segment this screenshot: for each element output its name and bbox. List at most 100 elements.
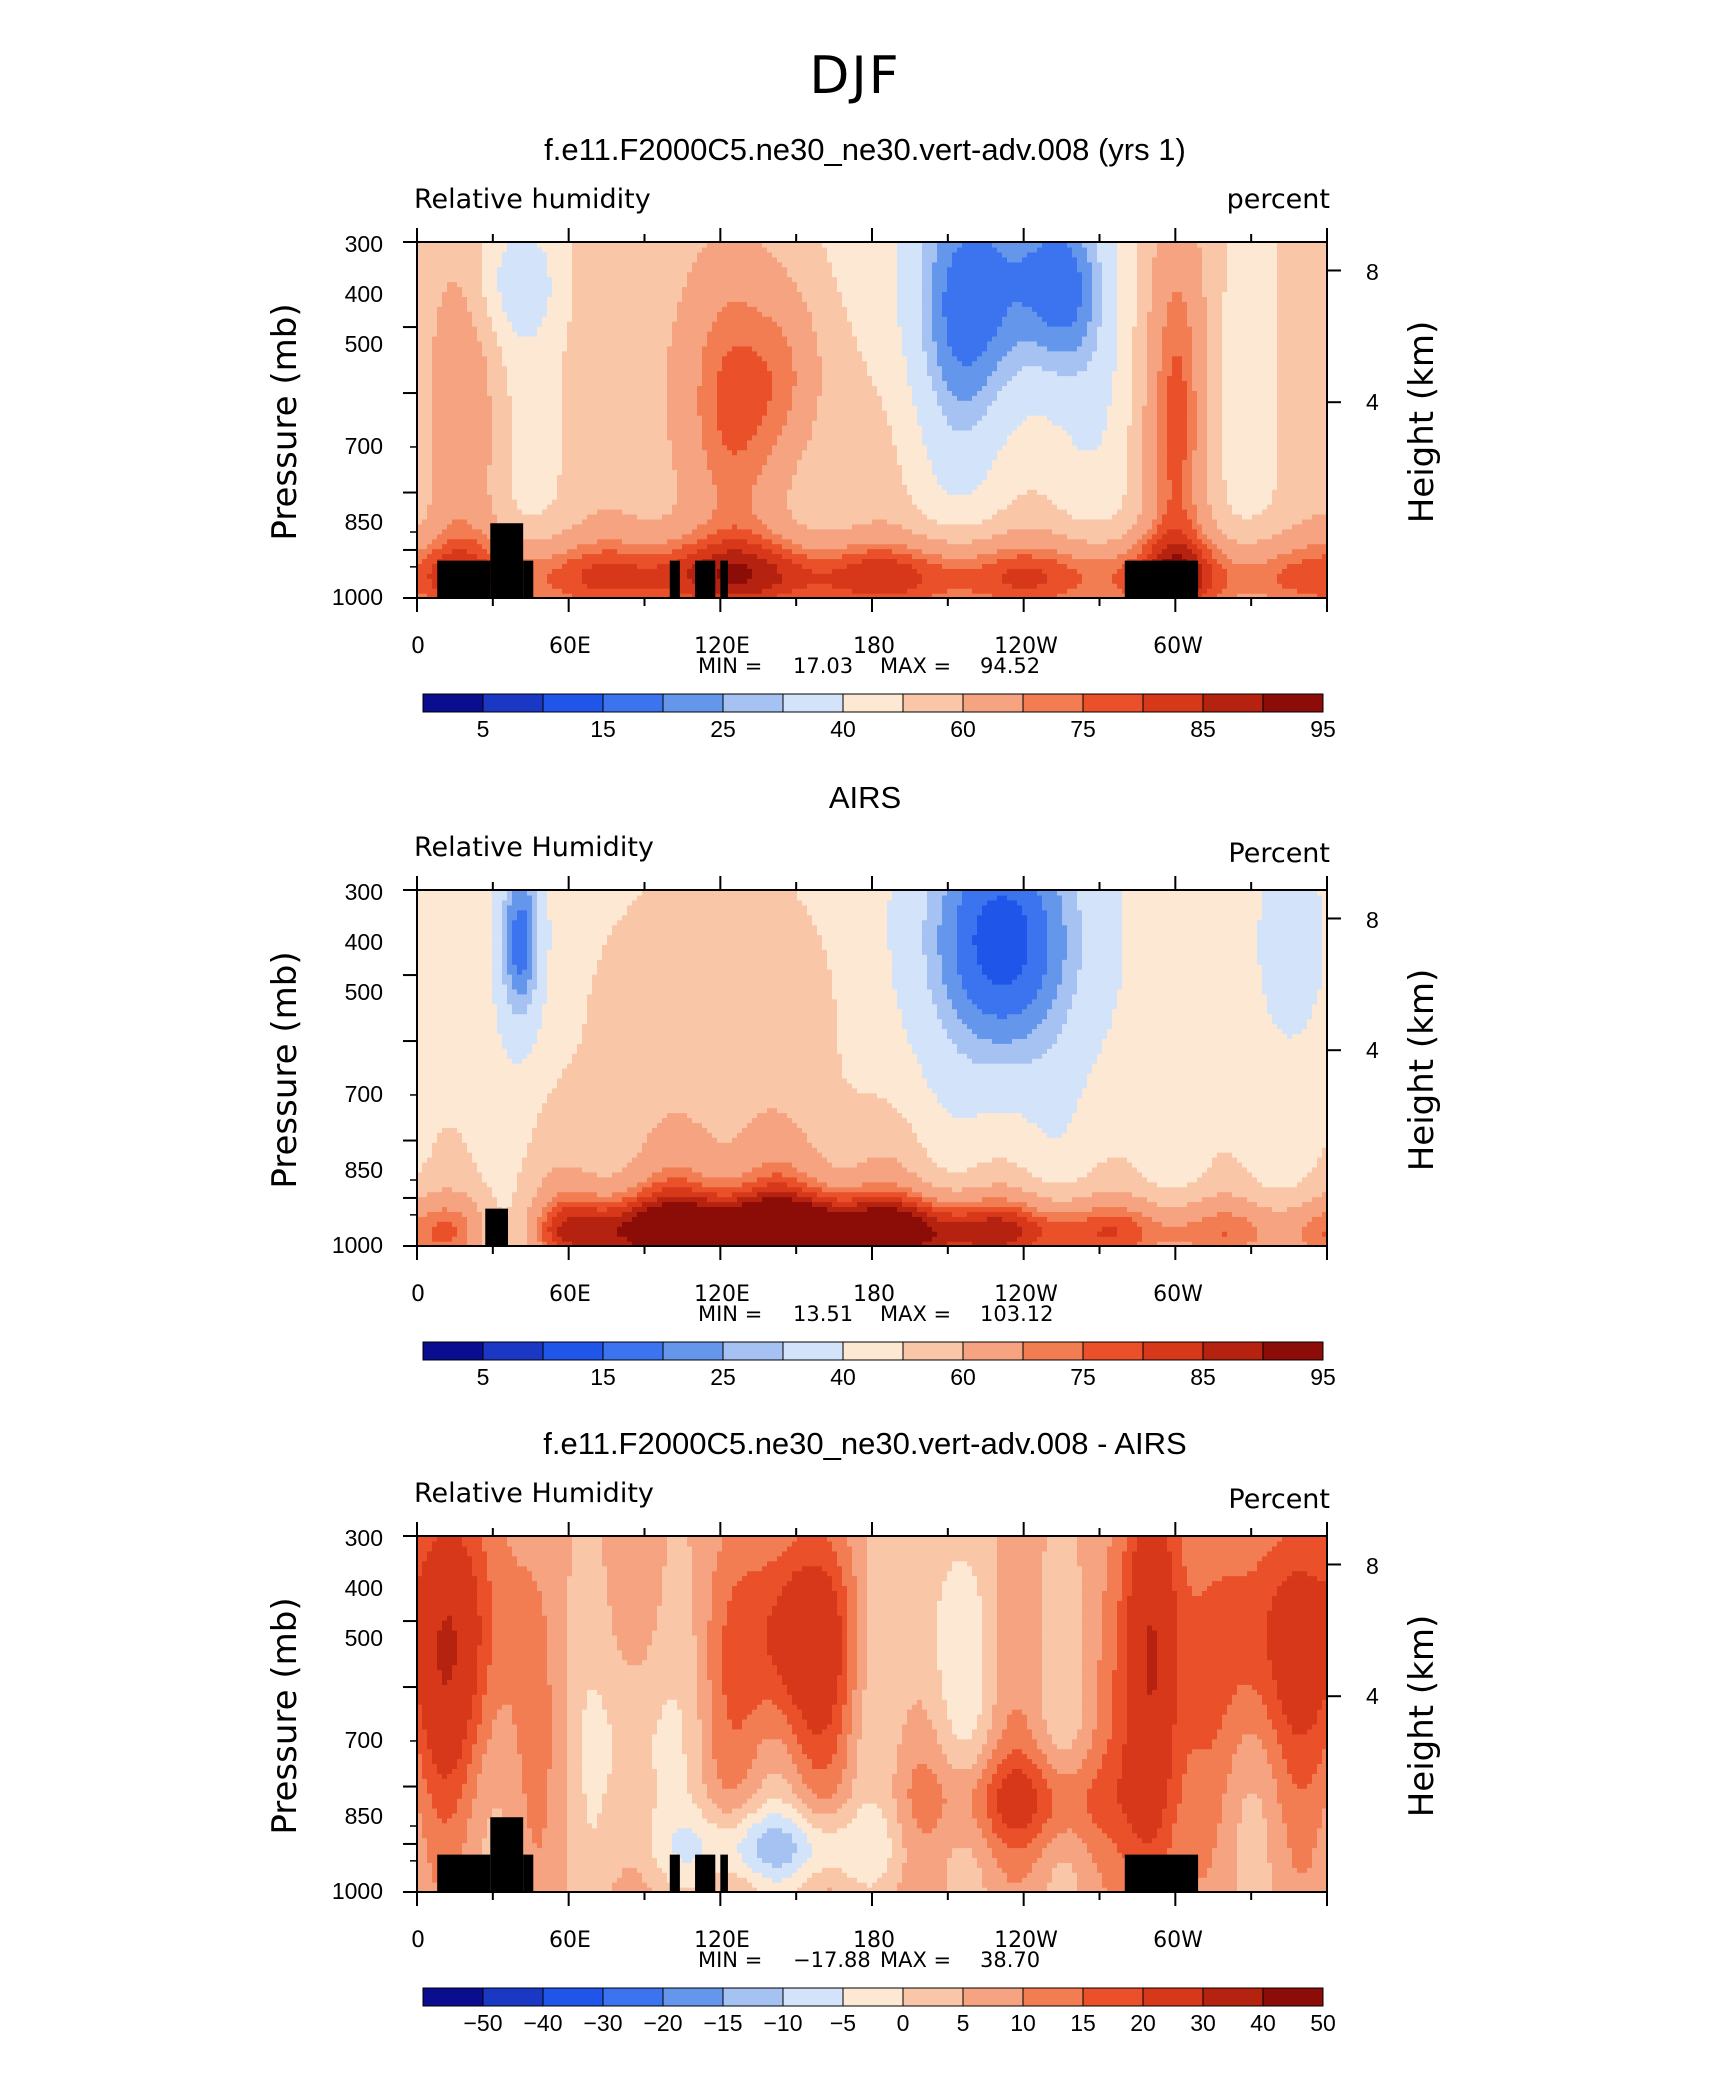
x-tick: 120W	[966, 1928, 1086, 1953]
colorbar-tick-label: −30	[573, 2010, 633, 2037]
y-tick: 1000	[303, 584, 383, 611]
colorbar-tick-label: 85	[1173, 1364, 1233, 1391]
topography-mask	[523, 560, 534, 598]
colorbar-tick-label: −40	[513, 2010, 573, 2037]
colorbar-box	[1202, 1341, 1264, 1361]
y-tick: 850	[303, 509, 383, 536]
topography-mask	[720, 1854, 728, 1892]
height-tick: 4	[1366, 1683, 1379, 1710]
max-label: MAX =	[880, 654, 951, 678]
x-tick: 180	[814, 1282, 934, 1307]
x-tick: 120E	[662, 1282, 782, 1307]
topography-mask	[669, 560, 680, 598]
colorbar-box	[962, 1341, 1024, 1361]
colorbar-tick-label: 85	[1173, 716, 1233, 743]
colorbar-tick-label: 40	[813, 716, 873, 743]
colorbar-tick-label: 5	[453, 716, 513, 743]
colorbar-tick-label: −15	[693, 2010, 753, 2037]
y2-axis-label: Height (km)	[1402, 1566, 1442, 1866]
y-tick: 300	[303, 879, 383, 906]
panel-diff: f.e11.F2000C5.ne30_ne30.vert-adv.008 - A…	[0, 1426, 1710, 2066]
y2-axis-label: Height (km)	[1402, 920, 1442, 1220]
filled-contours	[417, 242, 1328, 599]
colorbar-box	[482, 1341, 544, 1361]
colorbar-box	[482, 693, 544, 713]
colorbar-box	[1082, 693, 1144, 713]
y-tick: 400	[303, 1575, 383, 1602]
height-tick: 8	[1366, 259, 1379, 286]
topography-mask	[523, 1854, 534, 1892]
panel-title: AIRS	[0, 780, 1710, 816]
height-tick: 4	[1366, 389, 1379, 416]
colorbar-box	[722, 1341, 784, 1361]
max-label: MAX =	[880, 1948, 951, 1972]
colorbar-box	[1262, 693, 1324, 713]
colorbar-tick-label: −5	[813, 2010, 873, 2037]
colorbar-box	[962, 693, 1024, 713]
colorbar-tick-label: 15	[573, 1364, 633, 1391]
colorbar-tick-label: 15	[1053, 2010, 1113, 2037]
x-tick: 60E	[510, 1928, 630, 1953]
colorbar-box	[662, 1341, 724, 1361]
colorbar-box	[842, 1987, 904, 2007]
colorbar-box	[782, 1341, 844, 1361]
colorbar-tick-label: 75	[1053, 1364, 1113, 1391]
min-value: 13.51	[793, 1302, 853, 1326]
colorbar-tick-label: 40	[1233, 2010, 1293, 2037]
x-tick: 60E	[510, 634, 630, 659]
y-tick: 700	[303, 433, 383, 460]
y2-axis-label: Height (km)	[1402, 272, 1442, 572]
max-value: 94.52	[980, 654, 1040, 678]
colorbar-box	[1082, 1987, 1144, 2007]
y-tick: 500	[303, 331, 383, 358]
colorbar-tick-label: 75	[1053, 716, 1113, 743]
y-tick: 500	[303, 979, 383, 1006]
x-tick: 120E	[662, 634, 782, 659]
colorbar-tick-label: 10	[993, 2010, 1053, 2037]
colorbar-box	[662, 693, 724, 713]
panel-model: f.e11.F2000C5.ne30_ne30.vert-adv.008 (yr…	[0, 132, 1710, 772]
variable-label: Relative humidity	[414, 184, 651, 215]
colorbar	[422, 1987, 1324, 2007]
colorbar-box	[422, 693, 484, 713]
colorbar-box	[542, 1341, 604, 1361]
topography-mask	[720, 560, 728, 598]
colorbar-box	[542, 693, 604, 713]
x-tick: 180	[814, 1928, 934, 1953]
min-label: MIN =	[698, 1302, 762, 1326]
colorbar-box	[902, 693, 964, 713]
x-tick: 0	[358, 1928, 478, 1953]
panel-title: f.e11.F2000C5.ne30_ne30.vert-adv.008 (yr…	[0, 132, 1710, 168]
x-tick: 60W	[1118, 1928, 1238, 1953]
colorbar-box	[1202, 693, 1264, 713]
colorbar-tick-label: 25	[693, 716, 753, 743]
x-tick: 60W	[1118, 1282, 1238, 1307]
units-label: Percent	[1228, 838, 1330, 869]
panel-obs: AIRS Relative Humidity Percent Pressure …	[0, 780, 1710, 1420]
colorbar-tick-label: −10	[753, 2010, 813, 2037]
figure-title: DJF	[0, 46, 1710, 106]
colorbar-box	[722, 1987, 784, 2007]
colorbar-box	[1142, 1987, 1204, 2007]
topography-mask	[1124, 1854, 1199, 1892]
colorbar-box	[1022, 1987, 1084, 2007]
x-tick: 120W	[966, 634, 1086, 659]
colorbar-box	[1262, 1987, 1324, 2007]
colorbar-box	[1022, 1341, 1084, 1361]
y-tick: 400	[303, 281, 383, 308]
colorbar-tick-label: 5	[453, 1364, 513, 1391]
x-tick: 180	[814, 634, 934, 659]
y-tick: 300	[303, 231, 383, 258]
topography-mask	[485, 1208, 508, 1246]
y-tick: 300	[303, 1525, 383, 1552]
x-tick: 60E	[510, 1282, 630, 1307]
topography-mask	[437, 1854, 491, 1892]
colorbar-tick-label: 0	[873, 2010, 933, 2037]
colorbar-box	[962, 1987, 1024, 2007]
topography-mask	[490, 523, 524, 598]
colorbar-box	[782, 1987, 844, 2007]
colorbar-tick-label: 40	[813, 1364, 873, 1391]
colorbar-tick-label: −50	[453, 2010, 513, 2037]
height-tick: 8	[1366, 1553, 1379, 1580]
